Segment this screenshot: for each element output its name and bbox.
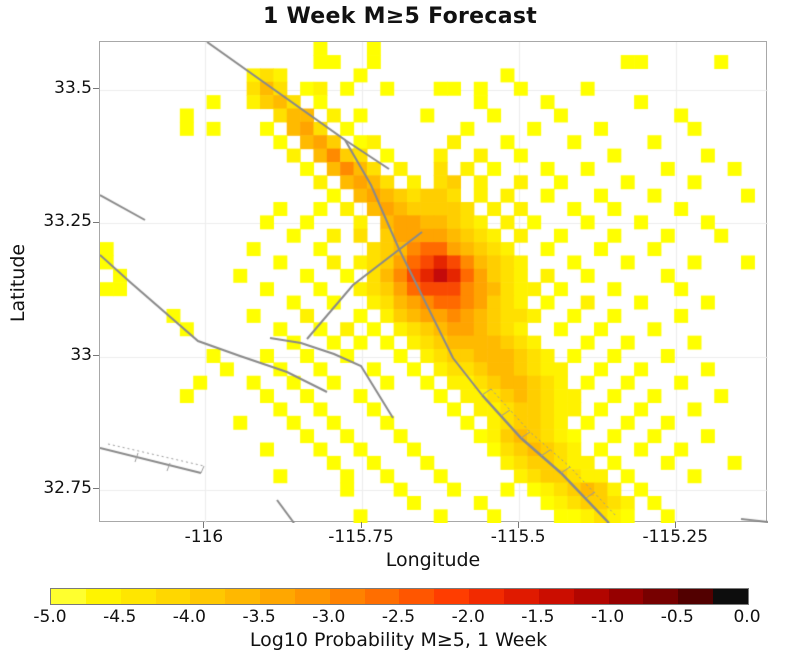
x-tick-mark xyxy=(517,522,519,528)
x-tick-label: -116 xyxy=(184,527,224,547)
colorbar-segment xyxy=(608,589,644,604)
x-tick-label: -115.5 xyxy=(490,527,546,547)
x-tick-label: -115.75 xyxy=(328,527,394,547)
plot-area xyxy=(99,41,768,523)
colorbar-segment xyxy=(538,589,574,604)
y-tick-mark xyxy=(93,88,99,90)
colorbar-segment xyxy=(51,589,86,604)
colorbar-segment xyxy=(364,589,400,604)
forecast-heatmap-canvas xyxy=(100,42,768,523)
y-axis-label: Latitude xyxy=(7,243,29,323)
colorbar-tick-label: -2.0 xyxy=(451,607,485,627)
y-tick-mark xyxy=(93,488,99,490)
colorbar-tick-label: -2.5 xyxy=(381,607,416,627)
colorbar-label: Log10 Probability M≥5, 1 Week xyxy=(249,629,548,651)
colorbar-segment xyxy=(434,589,470,604)
y-tick-label: 33 xyxy=(70,344,92,365)
colorbar-segment xyxy=(678,589,714,604)
x-tick-label: -115.25 xyxy=(642,527,709,547)
colorbar-segment xyxy=(190,589,226,604)
colorbar-segment xyxy=(225,589,261,604)
colorbar-tick-label: -1.5 xyxy=(521,607,555,627)
colorbar xyxy=(50,588,749,605)
x-tick-mark xyxy=(674,522,676,528)
colorbar-segment xyxy=(469,589,504,604)
colorbar-tick-label: -5.0 xyxy=(33,607,67,627)
colorbar-segment xyxy=(643,589,679,604)
colorbar-segment xyxy=(713,589,748,604)
y-tick-label: 33.25 xyxy=(43,211,92,232)
y-tick-mark xyxy=(93,221,99,223)
colorbar-tick-label: -4.0 xyxy=(172,607,206,627)
y-tick-label: 32.75 xyxy=(43,477,92,498)
colorbar-segment xyxy=(329,589,365,604)
colorbar-tick-label: -4.5 xyxy=(103,607,137,627)
colorbar-tick-label: -3.5 xyxy=(242,607,276,627)
colorbar-segment xyxy=(503,589,539,604)
colorbar-tick-label: 0.0 xyxy=(733,607,761,627)
colorbar-segment xyxy=(399,589,435,604)
y-tick-label: 33.5 xyxy=(54,77,92,98)
colorbar-tick-label: -3.0 xyxy=(312,607,346,627)
x-axis-label: Longitude xyxy=(385,549,481,571)
colorbar-segment xyxy=(85,589,121,604)
colorbar-segment xyxy=(260,589,295,604)
colorbar-segment xyxy=(294,589,330,604)
chart-title: 1 Week M≥5 Forecast xyxy=(262,4,538,29)
colorbar-segment xyxy=(120,589,156,604)
colorbar-tick-label: -0.5 xyxy=(660,607,694,627)
y-tick-mark xyxy=(93,355,99,357)
colorbar-tick-label: -1.0 xyxy=(591,607,625,627)
colorbar-segment xyxy=(573,589,609,604)
colorbar-segment xyxy=(155,589,191,604)
x-tick-mark xyxy=(360,522,362,528)
x-tick-mark xyxy=(203,522,205,528)
